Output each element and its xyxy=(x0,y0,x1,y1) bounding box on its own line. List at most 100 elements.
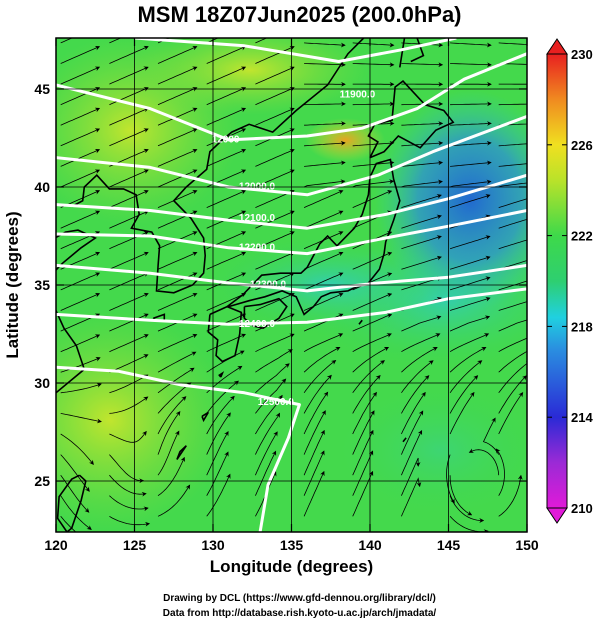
wind-streamline-191 xyxy=(109,107,149,126)
wind-streamline-71 xyxy=(109,354,149,373)
wind-streamline-145 xyxy=(303,210,344,229)
colorbar-tick-label-222: 222 xyxy=(571,229,593,244)
wind-streamline-128 xyxy=(449,255,491,270)
wind-streamline-82 xyxy=(157,333,198,353)
colorbar: 210 214 218 222 226 230 xyxy=(546,38,593,524)
wind-streamline-85 xyxy=(303,333,344,353)
wind-streamline-236 xyxy=(352,42,395,48)
map-title: MSM 18Z07Jun2025 (200.0hPa) xyxy=(137,2,462,27)
coastline-segment-9 xyxy=(410,38,425,63)
height-contour-0 xyxy=(134,38,457,63)
wind-streamline-108 xyxy=(449,296,491,311)
wind-streamline-172 xyxy=(157,148,198,167)
wind-streamline-0 xyxy=(60,516,77,532)
wind-streamline-49 xyxy=(498,392,524,435)
wind-streamline-91 xyxy=(109,313,149,332)
wind-streamline-45 xyxy=(303,391,329,435)
wind-streamline-78 xyxy=(449,347,487,373)
wind-streamline-57 xyxy=(401,375,430,414)
wind-streamline-127 xyxy=(401,255,442,270)
wind-streamline-157 xyxy=(401,194,442,208)
wind-streamline-20 xyxy=(60,474,90,513)
wind-streamline-121 xyxy=(109,251,149,270)
colorbar-upper-extension xyxy=(546,38,568,55)
coastline-segment-12 xyxy=(218,371,225,378)
wind-streamline-125 xyxy=(303,251,344,270)
wind-streamline-24 xyxy=(255,431,278,476)
wind-streamline-52 xyxy=(157,382,192,414)
x-tick-label-145: 145 xyxy=(437,537,461,553)
wind-streamline-55 xyxy=(303,374,332,414)
wind-streamline-188 xyxy=(450,140,492,147)
wind-streamline-144 xyxy=(255,210,295,229)
wind-streamline-60 xyxy=(60,382,102,394)
wind-streamline-17 xyxy=(401,457,421,496)
contour-label-6: 12400.0 xyxy=(239,319,276,330)
x-tick-label-150: 150 xyxy=(515,537,539,553)
wind-streamline-174 xyxy=(255,148,295,167)
temperature-field xyxy=(56,38,527,532)
wind-streamline-67 xyxy=(401,360,434,394)
wind-streamline-149 xyxy=(498,218,527,229)
wind-streamline-200 xyxy=(60,87,101,106)
wind-streamline-97 xyxy=(401,315,442,332)
wind-streamline-235 xyxy=(304,42,346,48)
wind-streamline-119 xyxy=(498,280,527,291)
colorbar-tick-label-214: 214 xyxy=(571,410,593,425)
wind-streamline-65 xyxy=(303,360,337,394)
wind-streamline-140 xyxy=(60,210,101,229)
axes: 120 125 130 135 140 145 150 25 30 35 40 45 xyxy=(34,38,539,553)
credit-data: Data from http://database.rish.kyoto-u.a… xyxy=(162,608,437,619)
wind-streamline-151 xyxy=(109,190,149,208)
wind-streamline-162 xyxy=(157,169,198,188)
wind-streamline-167 xyxy=(401,179,443,188)
x-tick-label-125: 125 xyxy=(123,537,147,553)
coastline-segment-10 xyxy=(176,445,187,460)
wind-streamline-179 xyxy=(498,163,527,167)
wind-streamline-222 xyxy=(157,45,198,64)
wind-streamline-54 xyxy=(255,378,287,414)
wind-streamline-122 xyxy=(157,251,198,270)
wind-streamline-194 xyxy=(255,107,295,126)
wind-streamline-46 xyxy=(352,391,377,435)
wind-streamline-185 xyxy=(304,140,346,147)
wind-streamline-175 xyxy=(304,160,346,167)
wind-streamline-43 xyxy=(206,395,235,435)
wind-streamline-225 xyxy=(304,62,346,68)
wind-streamline-116 xyxy=(352,272,393,291)
wind-streamline-206 xyxy=(352,101,395,107)
wind-streamline-87 xyxy=(401,333,441,353)
wind-streamline-138 xyxy=(449,235,491,250)
grid-lines xyxy=(56,38,527,532)
wind-streamline-137 xyxy=(401,235,442,250)
wind-streamline-29 xyxy=(468,448,500,476)
wind-streamline-112 xyxy=(157,272,198,291)
wind-streamline-56 xyxy=(352,375,381,414)
wind-streamline-50 xyxy=(60,413,102,424)
wind-streamline-58 xyxy=(449,375,479,414)
wind-streamline-220 xyxy=(60,45,101,64)
x-tick-label-120: 120 xyxy=(44,537,68,553)
wind-streamline-198 xyxy=(450,121,492,126)
wind-streamline-224 xyxy=(255,45,295,64)
wind-streamline-181 xyxy=(109,128,149,147)
wind-streamline-106 xyxy=(352,292,393,311)
wind-streamline-32 xyxy=(157,411,181,455)
wind-streamline-9 xyxy=(498,474,523,517)
wind-streamline-14 xyxy=(255,450,277,496)
wind-streamline-110 xyxy=(60,272,101,291)
wind-streamline-230 xyxy=(60,38,73,44)
wind-streamline-101 xyxy=(109,292,149,311)
wind-streamline-238 xyxy=(450,42,492,48)
contour-label-4: 12200.0 xyxy=(239,242,276,253)
wind-streamline-10 xyxy=(60,495,92,530)
wind-streamline-2 xyxy=(157,484,191,517)
wind-streamline-231 xyxy=(109,38,122,44)
wind-streamline-81 xyxy=(109,334,149,353)
wind-streamline-31 xyxy=(109,454,145,484)
wind-streamline-66 xyxy=(352,360,385,394)
height-contour-2 xyxy=(56,114,527,197)
wind-streamline-211 xyxy=(109,66,149,85)
wind-streamline-53 xyxy=(206,380,239,414)
